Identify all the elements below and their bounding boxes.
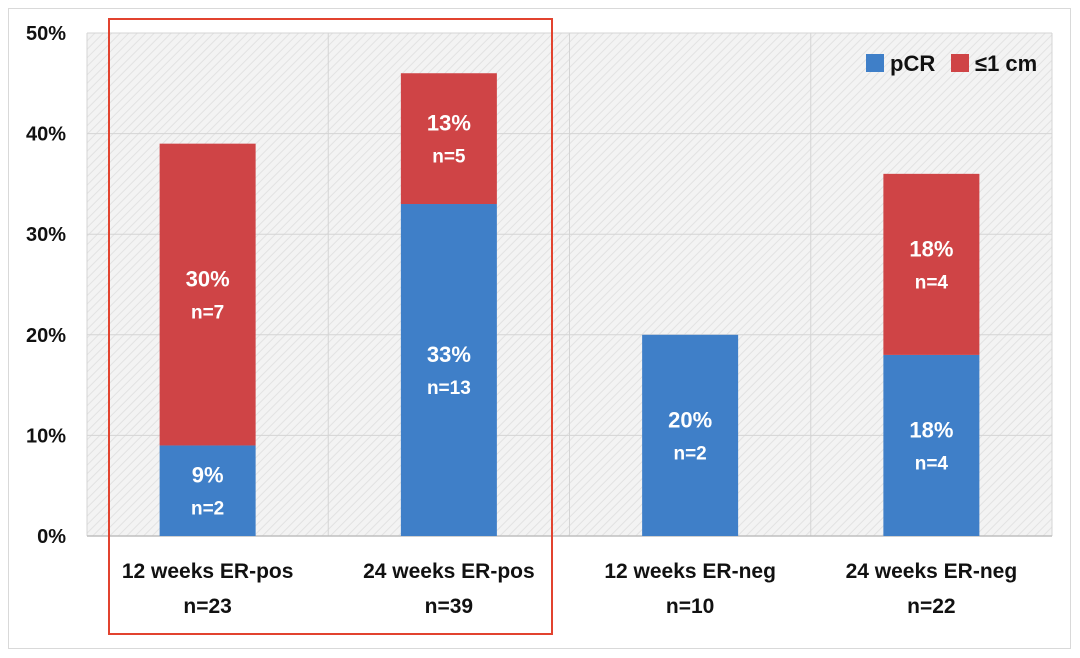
bar-value-label: 13% <box>427 111 471 136</box>
legend-swatch-le1cm <box>951 54 969 72</box>
x-category-n: n=39 <box>425 595 473 618</box>
legend-swatch-pcr <box>866 54 884 72</box>
x-category-label: 12 weeks ER-neg <box>604 560 776 583</box>
bar-n-label: n=2 <box>191 499 224 520</box>
x-category-n: n=10 <box>666 595 714 618</box>
bar-n-label: n=2 <box>673 443 706 464</box>
y-tick-label: 10% <box>26 425 66 447</box>
bar-pcr <box>400 204 497 536</box>
bar-le1cm <box>400 73 497 205</box>
bar-value-label: 18% <box>909 417 953 442</box>
bar-n-label: n=7 <box>191 303 224 324</box>
bar-value-label: 18% <box>909 236 953 261</box>
bar-value-label: 9% <box>192 463 224 488</box>
x-category-label: 12 weeks ER-pos <box>122 560 294 583</box>
bar-value-label: 30% <box>186 267 230 292</box>
x-category-label: 24 weeks ER-pos <box>363 560 535 583</box>
y-tick-label: 30% <box>26 224 66 246</box>
highlight-box <box>108 18 553 635</box>
bar-value-label: 33% <box>427 342 471 367</box>
bar-pcr <box>159 445 256 536</box>
y-tick-label: 20% <box>26 325 66 347</box>
bar-n-label: n=4 <box>915 272 949 293</box>
legend-label-le1cm: ≤1 cm <box>975 51 1037 76</box>
bar-pcr <box>883 354 980 536</box>
legend-label-pcr: pCR <box>890 51 935 76</box>
y-axis: 0% 10% 20% 30% 40% 50% <box>26 23 66 548</box>
x-category-label: 24 weeks ER-neg <box>846 560 1018 583</box>
bar-value-label: 20% <box>668 407 712 432</box>
y-tick-label: 50% <box>26 23 66 45</box>
x-category-n: n=22 <box>907 595 955 618</box>
bar-le1cm <box>883 173 980 355</box>
bar-n-label: n=4 <box>915 453 949 474</box>
bar-pcr <box>642 334 739 536</box>
x-category-n: n=23 <box>183 595 231 618</box>
y-tick-label: 40% <box>26 124 66 146</box>
bars: 9% n=2 30% n=7 33% n=13 13% n=5 20% n=2 18% n=4 18% n… <box>159 73 980 536</box>
legend: pCR ≤1 cm <box>866 51 1037 76</box>
bar-le1cm <box>159 143 256 446</box>
bar-n-label: n=13 <box>427 378 471 399</box>
bar-n-label: n=5 <box>432 147 466 168</box>
x-axis: 12 weeks ER-pos n=23 24 weeks ER-pos n=39 12… <box>122 560 1017 618</box>
y-tick-label: 0% <box>37 526 66 548</box>
